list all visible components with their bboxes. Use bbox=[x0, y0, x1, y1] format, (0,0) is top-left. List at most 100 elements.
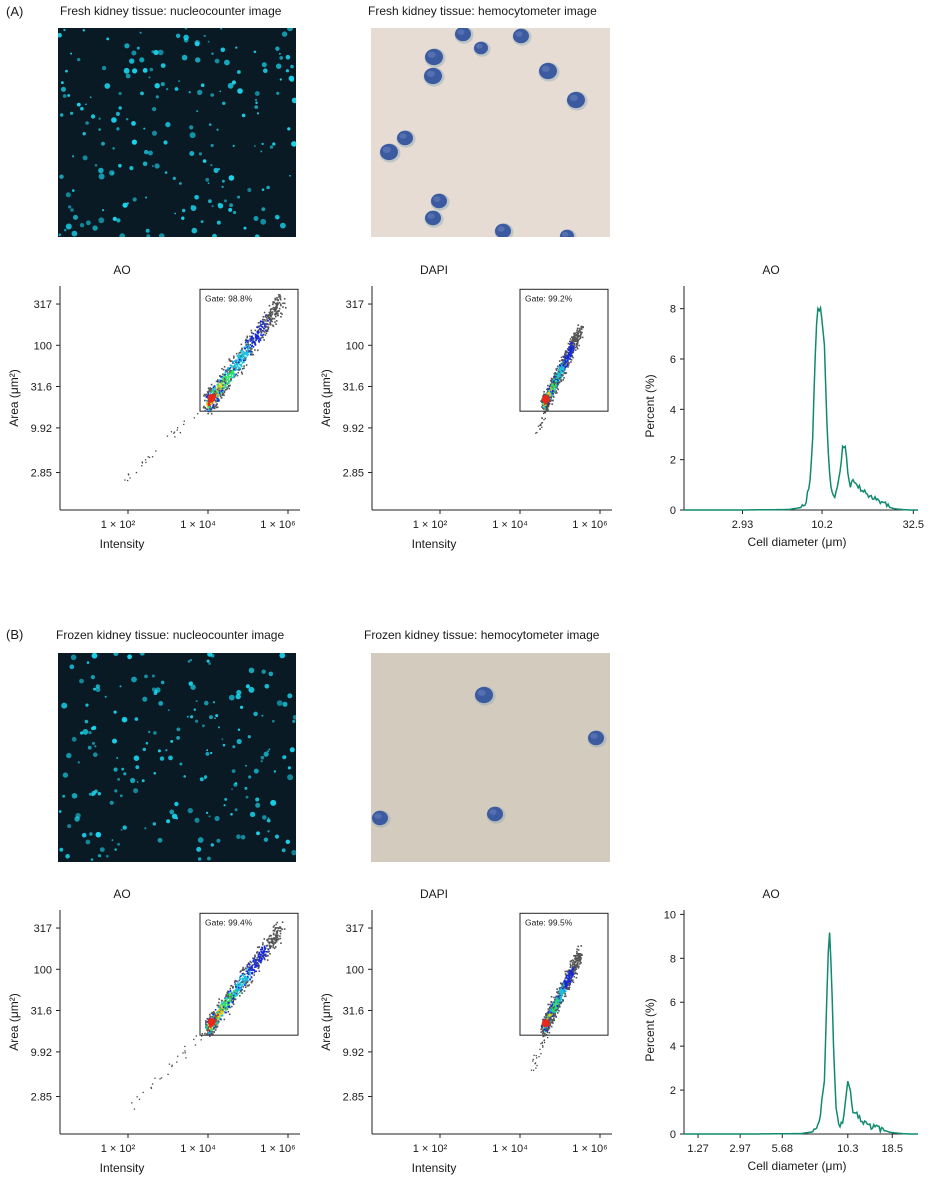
scatter-point bbox=[571, 355, 573, 358]
scatter-point bbox=[532, 1058, 534, 1061]
scatter-point bbox=[211, 1034, 213, 1036]
scatter-point bbox=[214, 1009, 217, 1011]
scatter-point bbox=[211, 1031, 213, 1033]
scatter-point bbox=[577, 945, 579, 948]
scatter-point bbox=[262, 316, 265, 318]
nucleus-dot bbox=[167, 709, 170, 712]
scatter-point bbox=[557, 370, 560, 373]
scatter-point bbox=[544, 406, 546, 408]
scatter-point bbox=[544, 1033, 546, 1035]
scatter-point bbox=[554, 1009, 556, 1011]
scatter-point bbox=[574, 967, 577, 970]
scatter-point bbox=[556, 1005, 559, 1008]
scatter-point bbox=[211, 403, 213, 406]
scatter-point bbox=[238, 357, 240, 359]
scatter-point bbox=[279, 297, 281, 300]
scatter-point bbox=[215, 1013, 218, 1015]
scatter-point bbox=[213, 1011, 215, 1013]
scatter-point bbox=[218, 387, 220, 390]
scatter-point bbox=[561, 990, 564, 992]
nucleus-dot bbox=[109, 170, 115, 176]
scatter-point bbox=[239, 357, 242, 359]
scatter-point bbox=[574, 349, 577, 351]
scatter-point bbox=[559, 997, 562, 1000]
nucleus-dot bbox=[218, 726, 220, 729]
scatter-point bbox=[266, 330, 269, 332]
scatter-point bbox=[262, 330, 265, 332]
scatter-point bbox=[217, 1016, 220, 1018]
nucleus-dot bbox=[189, 151, 195, 156]
scatter-point bbox=[254, 966, 256, 968]
scatter-point bbox=[246, 335, 249, 338]
nucleus-dot bbox=[95, 687, 101, 693]
scatter-point bbox=[138, 1098, 141, 1100]
nucleus-dot bbox=[98, 117, 101, 120]
scatter-point bbox=[260, 961, 262, 964]
scatter-point bbox=[245, 970, 248, 972]
scatter-point bbox=[216, 1026, 218, 1028]
scatter-point bbox=[176, 1061, 178, 1063]
scatter-point bbox=[550, 1005, 553, 1008]
scatter-point bbox=[182, 1052, 184, 1054]
scatter-point bbox=[252, 959, 255, 962]
scatter-point bbox=[251, 348, 253, 350]
scatter-point bbox=[263, 938, 266, 940]
scatter-point bbox=[275, 923, 277, 926]
scatter-point bbox=[219, 379, 221, 381]
scatter-point bbox=[241, 347, 243, 350]
scatter-point bbox=[576, 342, 579, 345]
nucleus-dot bbox=[222, 743, 226, 747]
scatter-point bbox=[266, 944, 268, 947]
scatter-point bbox=[554, 386, 557, 388]
scatter-point bbox=[565, 365, 567, 368]
scatter-point bbox=[265, 320, 267, 322]
scatter-point bbox=[556, 387, 558, 389]
scatter-point bbox=[549, 398, 551, 400]
chart-title: AO bbox=[113, 263, 130, 277]
scatter-point bbox=[562, 984, 565, 987]
scatter-point bbox=[258, 960, 260, 962]
scatter-point bbox=[540, 422, 543, 424]
scatter-point bbox=[216, 1014, 219, 1017]
scatter-point bbox=[257, 337, 260, 339]
scatter-point bbox=[232, 986, 234, 989]
scatter-point bbox=[249, 971, 251, 974]
nucleus-dot bbox=[208, 199, 212, 204]
scatter-point bbox=[260, 324, 262, 327]
nucleus-dot bbox=[216, 838, 221, 843]
scatter-point bbox=[224, 1007, 226, 1009]
scatter-point bbox=[539, 428, 541, 430]
scatter-point bbox=[272, 932, 275, 935]
scatter-point bbox=[265, 954, 267, 956]
scatter-point bbox=[227, 994, 229, 996]
scatter-point bbox=[248, 347, 250, 350]
scatter-point bbox=[554, 1010, 557, 1013]
scatter-point bbox=[257, 336, 260, 338]
scatter-point bbox=[272, 306, 275, 309]
scatter-point bbox=[576, 340, 578, 342]
nucleus-dot bbox=[287, 766, 291, 770]
scatter-point bbox=[566, 348, 569, 350]
nucleus-dot bbox=[208, 815, 211, 818]
scatter-point bbox=[265, 316, 268, 319]
nucleus-dot bbox=[216, 220, 221, 225]
scatter-point bbox=[547, 405, 549, 407]
scatter-point bbox=[227, 372, 229, 374]
scatter-point bbox=[570, 359, 573, 361]
scatter-point bbox=[209, 1035, 211, 1037]
scatter-point bbox=[567, 357, 570, 360]
nucleus-dot bbox=[136, 781, 139, 783]
scatter-point bbox=[133, 1108, 136, 1110]
scatter-point bbox=[547, 1018, 549, 1021]
scatter-point bbox=[255, 339, 257, 341]
stained-cell bbox=[396, 130, 416, 148]
scatter-point bbox=[246, 977, 249, 979]
scatter-point bbox=[549, 387, 552, 389]
stained-cell bbox=[430, 193, 450, 211]
scatter-point bbox=[546, 1028, 548, 1031]
scatter-point bbox=[129, 477, 131, 479]
scatter-point bbox=[551, 387, 553, 390]
scatter-point bbox=[548, 1018, 551, 1020]
scatter-point bbox=[577, 967, 580, 969]
scatter-point bbox=[562, 367, 565, 369]
